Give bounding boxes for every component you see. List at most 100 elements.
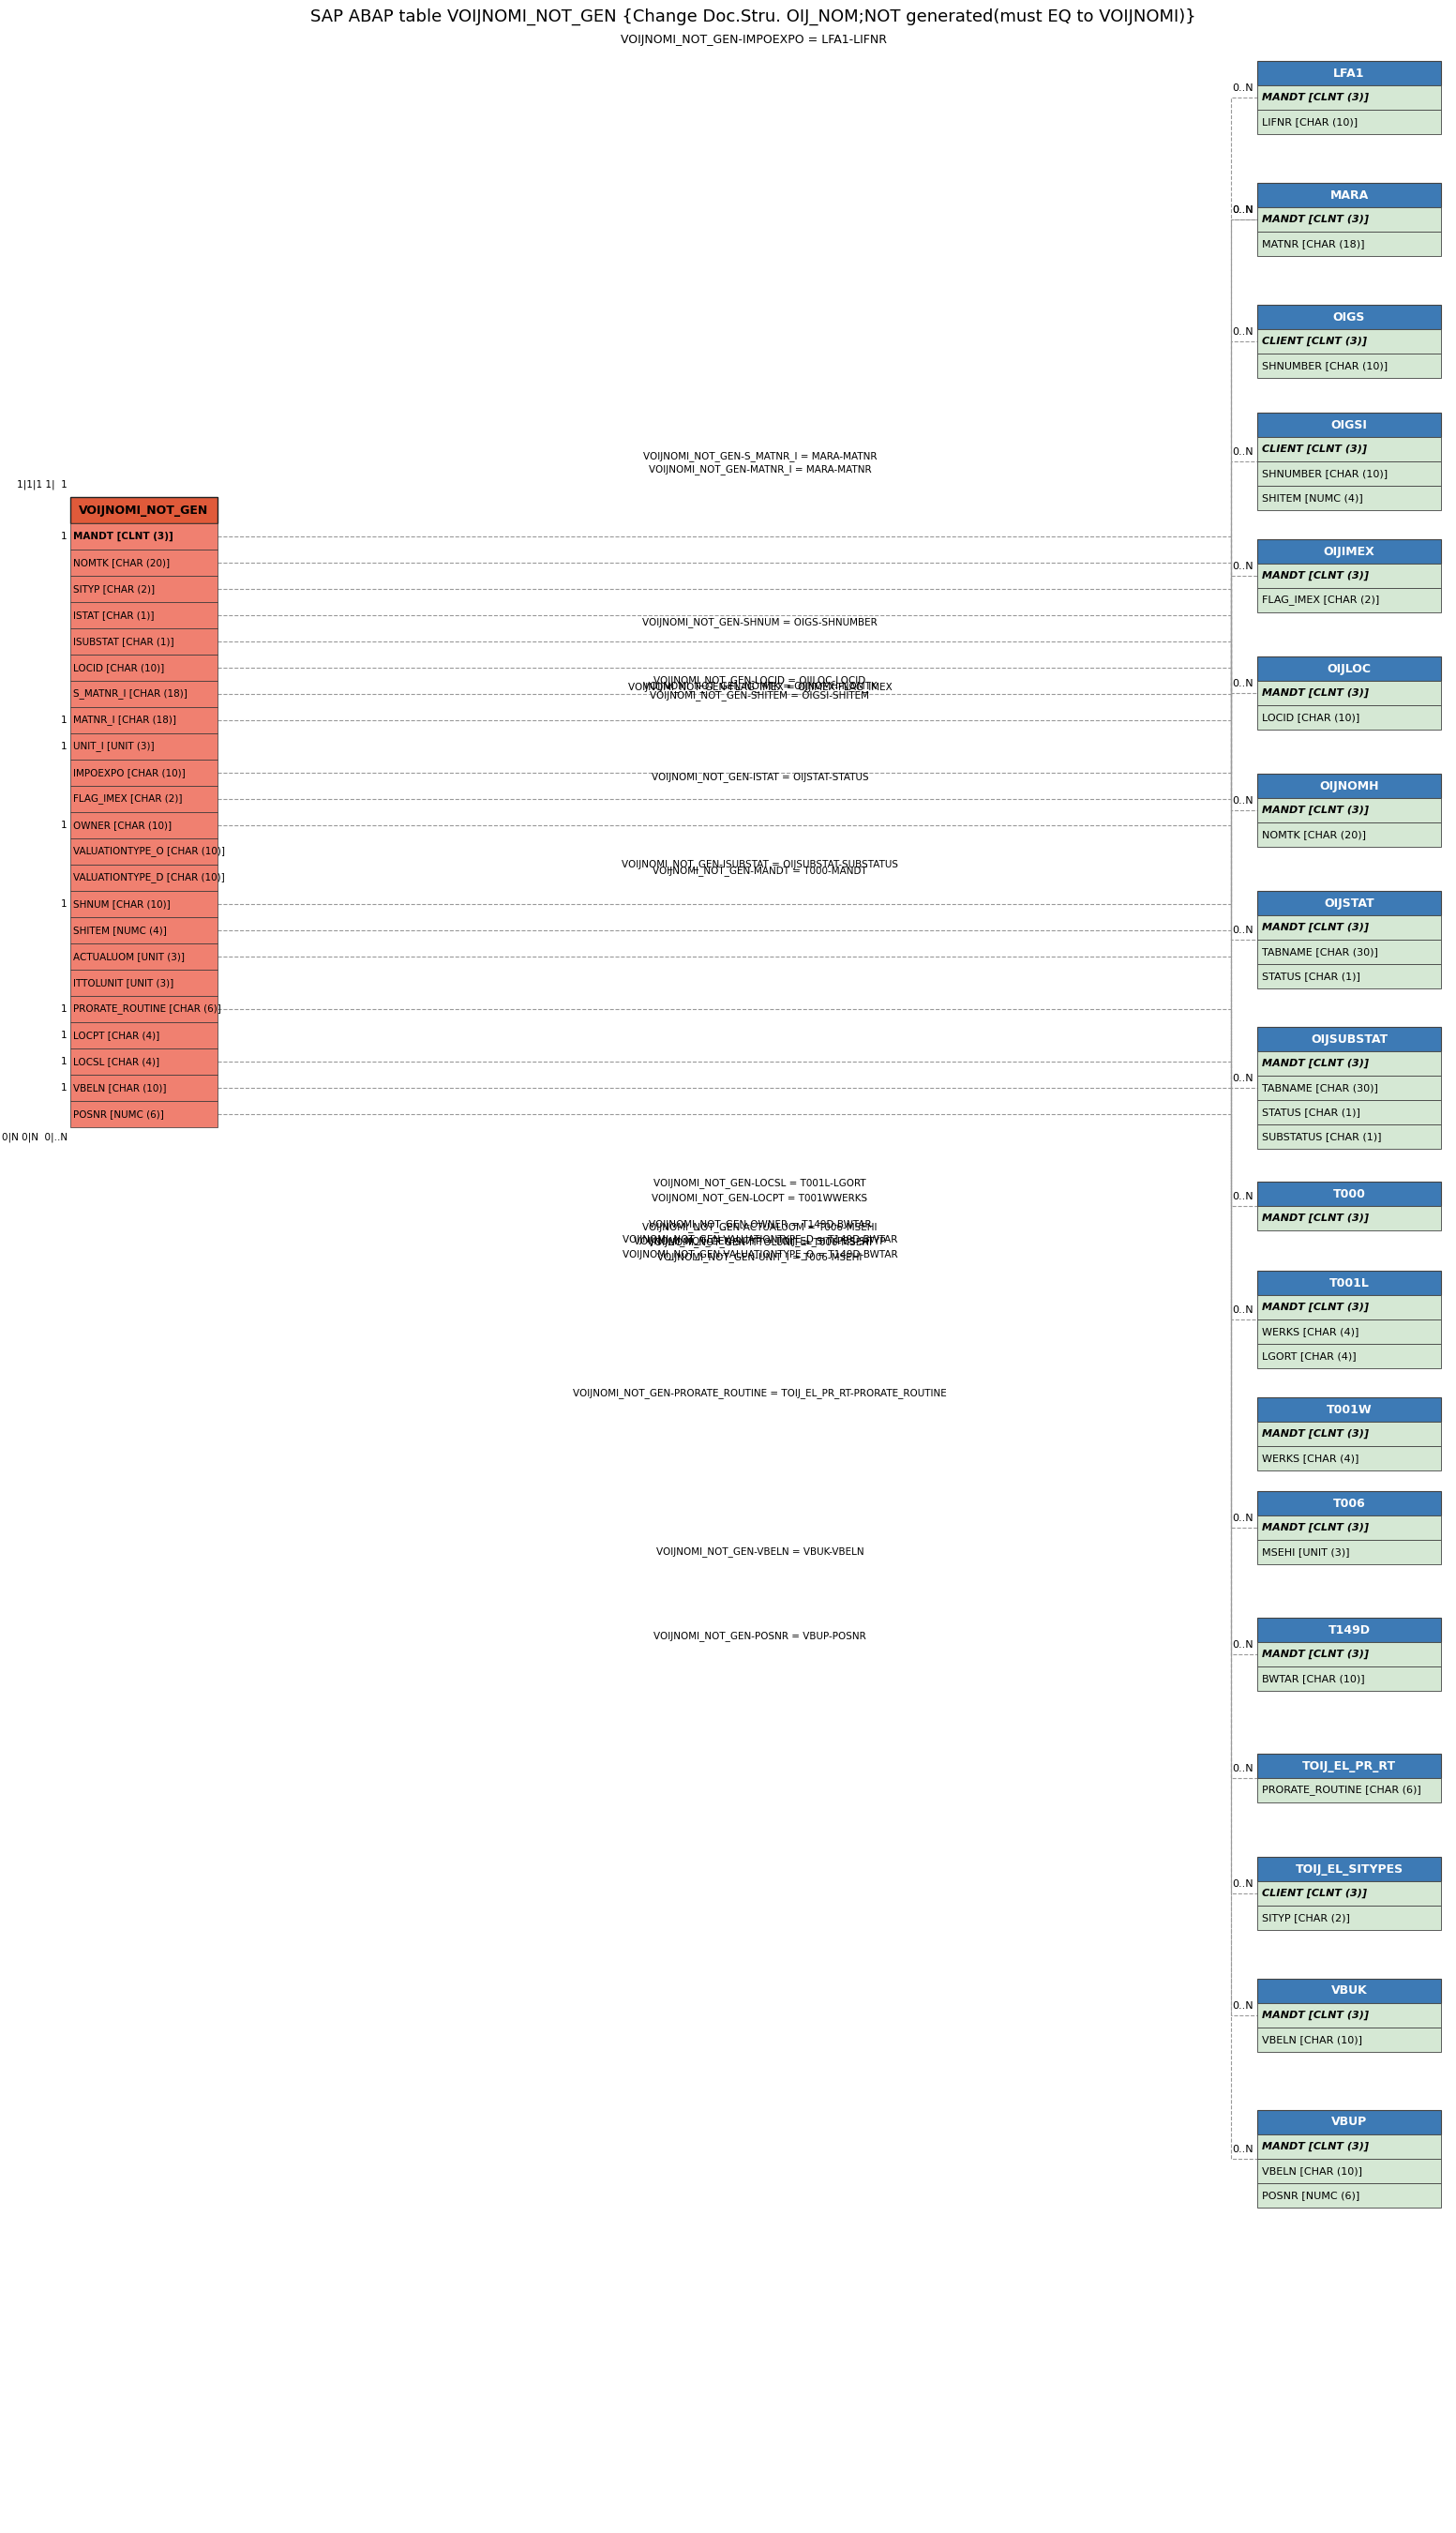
- Bar: [70, 813, 217, 838]
- Bar: [1258, 1753, 1441, 1778]
- Bar: [1258, 109, 1441, 134]
- Bar: [70, 760, 217, 785]
- Bar: [1258, 1446, 1441, 1472]
- Text: 0..N: 0..N: [1232, 1515, 1254, 1522]
- Bar: [70, 735, 217, 760]
- Text: 1: 1: [61, 1056, 67, 1066]
- Text: LOCID [CHAR (10)]: LOCID [CHAR (10)]: [73, 664, 165, 671]
- Text: VOIJNOMI_NOT_GEN-S_MATNR_I = MARA-MATNR: VOIJNOMI_NOT_GEN-S_MATNR_I = MARA-MATNR: [644, 451, 877, 461]
- Bar: [1258, 1778, 1441, 1803]
- Bar: [1258, 1882, 1441, 1905]
- Text: MANDT [CLNT (3)]: MANDT [CLNT (3)]: [1262, 215, 1369, 225]
- Bar: [70, 995, 217, 1023]
- Bar: [70, 575, 217, 603]
- Bar: [70, 654, 217, 681]
- Text: VOIJNOMI_NOT_GEN-VBELN = VBUK-VBELN: VOIJNOMI_NOT_GEN-VBELN = VBUK-VBELN: [657, 1548, 863, 1558]
- Bar: [1258, 940, 1441, 965]
- Bar: [1258, 588, 1441, 613]
- Text: LFA1: LFA1: [1334, 66, 1364, 79]
- Bar: [1258, 681, 1441, 704]
- Text: VOIJNOMI_NOT_GEN-VALUATIONTYPE_D = T149D-BWTAR: VOIJNOMI_NOT_GEN-VALUATIONTYPE_D = T149D…: [622, 1234, 897, 1244]
- Text: TOIJ_EL_SITYPES: TOIJ_EL_SITYPES: [1296, 1862, 1404, 1874]
- Text: 1: 1: [61, 714, 67, 724]
- Bar: [70, 1102, 217, 1127]
- Text: UNIT_I [UNIT (3)]: UNIT_I [UNIT (3)]: [73, 742, 154, 752]
- Text: 1: 1: [61, 1031, 67, 1041]
- Bar: [1258, 1515, 1441, 1540]
- Text: 0..N: 0..N: [1232, 2145, 1254, 2153]
- Bar: [1258, 565, 1441, 588]
- Text: VALUATIONTYPE_D [CHAR (10)]: VALUATIONTYPE_D [CHAR (10)]: [73, 874, 226, 884]
- Text: TABNAME [CHAR (30)]: TABNAME [CHAR (30)]: [1262, 1084, 1379, 1092]
- Text: SHITEM [NUMC (4)]: SHITEM [NUMC (4)]: [73, 925, 167, 935]
- Text: VOIJNOMI_NOT_GEN-IMPOEXPO = LFA1-LIFNR: VOIJNOMI_NOT_GEN-IMPOEXPO = LFA1-LIFNR: [620, 33, 887, 46]
- Text: TOIJ_EL_PR_RT: TOIJ_EL_PR_RT: [1302, 1760, 1396, 1773]
- Bar: [70, 603, 217, 628]
- Bar: [1258, 461, 1441, 486]
- Text: MANDT [CLNT (3)]: MANDT [CLNT (3)]: [1262, 805, 1369, 816]
- Text: FLAG_IMEX [CHAR (2)]: FLAG_IMEX [CHAR (2)]: [73, 793, 183, 803]
- Text: SAP ABAP table VOIJNOMI_NOT_GEN {Change Doc.Stru. OIJ_NOM;NOT generated(must EQ : SAP ABAP table VOIJNOMI_NOT_GEN {Change …: [310, 8, 1197, 25]
- Bar: [1258, 438, 1441, 461]
- Text: 0..N: 0..N: [1232, 1763, 1254, 1773]
- Text: SHNUMBER [CHAR (10)]: SHNUMBER [CHAR (10)]: [1262, 362, 1388, 370]
- Text: T000: T000: [1332, 1188, 1366, 1201]
- Text: 0..N: 0..N: [1232, 1193, 1254, 1201]
- Text: MANDT [CLNT (3)]: MANDT [CLNT (3)]: [1262, 1059, 1369, 1069]
- Text: 0..N: 0..N: [1232, 2001, 1254, 2011]
- Bar: [70, 681, 217, 707]
- Bar: [1258, 1619, 1441, 1641]
- Text: VOIJNOMI_NOT_GEN-LOCSL = T001L-LGORT: VOIJNOMI_NOT_GEN-LOCSL = T001L-LGORT: [654, 1178, 866, 1188]
- Text: CLIENT [CLNT (3)]: CLIENT [CLNT (3)]: [1262, 337, 1367, 347]
- Text: T001W: T001W: [1326, 1403, 1372, 1416]
- Text: 0..N: 0..N: [1232, 679, 1254, 689]
- Bar: [1258, 823, 1441, 846]
- Text: VOIJNOMI_NOT_GEN-SHNUM = OIGS-SHNUMBER: VOIJNOMI_NOT_GEN-SHNUM = OIGS-SHNUMBER: [642, 618, 878, 628]
- Bar: [1258, 1398, 1441, 1421]
- Text: 0..N: 0..N: [1232, 795, 1254, 805]
- Text: SITYP [CHAR (2)]: SITYP [CHAR (2)]: [73, 585, 156, 593]
- Text: 0..N: 0..N: [1232, 562, 1254, 570]
- Text: T001L: T001L: [1329, 1277, 1369, 1289]
- Bar: [1258, 1492, 1441, 1515]
- Text: ACTUALUOM [UNIT (3)]: ACTUALUOM [UNIT (3)]: [73, 952, 185, 960]
- Text: VOIJNOMI_NOT_GEN-LOCPT = T001WWERKS: VOIJNOMI_NOT_GEN-LOCPT = T001WWERKS: [652, 1193, 868, 1203]
- Text: 0..N: 0..N: [1232, 925, 1254, 935]
- Bar: [1258, 914, 1441, 940]
- Bar: [70, 864, 217, 892]
- Text: PRORATE_ROUTINE [CHAR (6)]: PRORATE_ROUTINE [CHAR (6)]: [1262, 1786, 1421, 1796]
- Text: VALUATIONTYPE_O [CHAR (10)]: VALUATIONTYPE_O [CHAR (10)]: [73, 846, 226, 856]
- Bar: [70, 550, 217, 575]
- Text: STATUS [CHAR (1)]: STATUS [CHAR (1)]: [1262, 973, 1360, 980]
- Text: VOIJNOMI_NOT_GEN-OWNER = T149D-BWTAR: VOIJNOMI_NOT_GEN-OWNER = T149D-BWTAR: [648, 1221, 871, 1231]
- Bar: [70, 970, 217, 995]
- Text: VBUP: VBUP: [1331, 2115, 1367, 2128]
- Text: MANDT [CLNT (3)]: MANDT [CLNT (3)]: [1262, 570, 1369, 580]
- Text: VOIJNOMI_NOT_GEN-ISUBSTAT = OIJSUBSTAT-SUBSTATUS: VOIJNOMI_NOT_GEN-ISUBSTAT = OIJSUBSTAT-S…: [622, 859, 898, 869]
- Text: MANDT [CLNT (3)]: MANDT [CLNT (3)]: [1262, 2011, 1369, 2021]
- Text: BWTAR [CHAR (10)]: BWTAR [CHAR (10)]: [1262, 1674, 1364, 1684]
- Bar: [1258, 231, 1441, 256]
- Text: SHNUM [CHAR (10)]: SHNUM [CHAR (10)]: [73, 899, 170, 909]
- Bar: [1258, 1206, 1441, 1231]
- Text: 1: 1: [61, 532, 67, 542]
- Text: OIGSI: OIGSI: [1331, 418, 1367, 431]
- Text: MARA: MARA: [1329, 190, 1369, 200]
- Bar: [70, 942, 217, 970]
- Bar: [70, 496, 217, 524]
- Bar: [70, 628, 217, 654]
- Bar: [1258, 208, 1441, 231]
- Text: 0..N: 0..N: [1232, 205, 1254, 215]
- Bar: [1258, 329, 1441, 355]
- Text: VOIJNOMI_NOT_GEN-SITYP = TOIJ_EL_SITYPES-SITYP: VOIJNOMI_NOT_GEN-SITYP = TOIJ_EL_SITYPES…: [633, 1236, 885, 1246]
- Text: CLIENT [CLNT (3)]: CLIENT [CLNT (3)]: [1262, 443, 1367, 453]
- Text: POSNR [NUMC (6)]: POSNR [NUMC (6)]: [73, 1109, 165, 1120]
- Bar: [70, 785, 217, 813]
- Text: 0..N: 0..N: [1232, 84, 1254, 94]
- Bar: [1258, 1857, 1441, 1882]
- Text: 0..N: 0..N: [1232, 1641, 1254, 1649]
- Text: OIJSUBSTAT: OIJSUBSTAT: [1310, 1033, 1388, 1046]
- Bar: [1258, 1320, 1441, 1345]
- Text: 0..N: 0..N: [1232, 1304, 1254, 1315]
- Bar: [1258, 540, 1441, 565]
